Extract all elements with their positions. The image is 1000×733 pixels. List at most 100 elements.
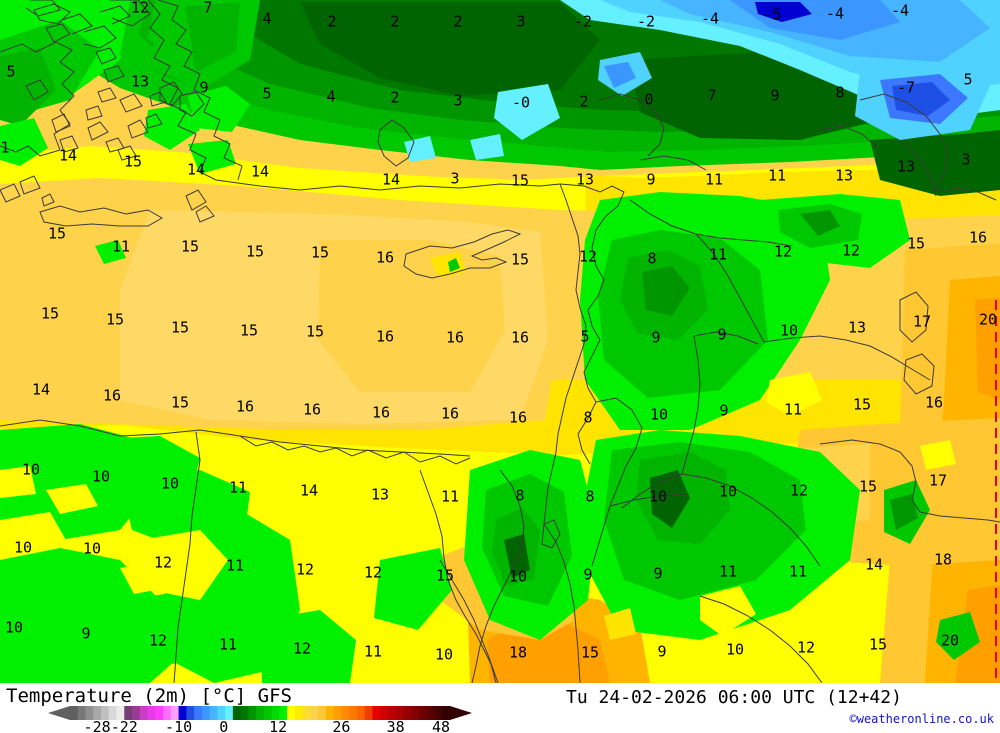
temperature-label: 10	[650, 406, 668, 424]
temperature-label: -0	[512, 94, 530, 112]
temperature-label: 11	[364, 643, 382, 661]
temperature-label: 12	[293, 640, 311, 658]
temperature-label: 14	[32, 381, 50, 399]
color-scale-swatch	[418, 706, 428, 720]
color-scale-swatch	[116, 706, 125, 720]
temperature-label: 14	[382, 171, 400, 189]
color-scale-right-arrow	[450, 706, 472, 720]
temperature-label: 15	[436, 567, 454, 585]
temperature-label: 2	[579, 93, 588, 111]
color-scale-tick: 38	[387, 718, 405, 733]
color-scale-swatch	[201, 706, 210, 720]
temperature-label: 15	[311, 244, 329, 262]
temperature-label: 16	[925, 394, 943, 412]
temperature-label: 13	[897, 158, 915, 176]
temperature-label: 5	[580, 328, 589, 346]
temperature-map[interactable]: 12 7 4 2 2 2 3 -2 -2 -4 -5 -4 -4 5 13 9 5 4 2 3 -0 2 0 7 9 8 -7 5 1 1…	[0, 0, 1000, 683]
temperature-label: 4	[326, 88, 335, 106]
color-scale-swatch	[225, 706, 234, 720]
temperature-label: 12	[296, 561, 314, 579]
copyright-notice: ©weatheronline.co.uk	[849, 712, 995, 726]
temperature-label: 3	[961, 151, 970, 169]
temperature-label: -2	[637, 13, 655, 31]
temperature-label: 15	[240, 322, 258, 340]
temperature-label: 12	[842, 242, 860, 260]
temperature-label: 5	[262, 85, 271, 103]
color-scale-swatch	[380, 706, 389, 720]
temperature-label: 12	[774, 243, 792, 261]
temperature-label: 9	[646, 171, 655, 189]
temperature-label: 1	[0, 139, 9, 157]
color-scale-tick-labels: -28 -22 -10 0 12 26 38 48	[84, 718, 450, 733]
temperature-label: 9	[653, 565, 662, 583]
color-scale-swatch	[271, 706, 280, 720]
coastline-layer	[0, 0, 1000, 683]
temperature-label: 11	[226, 557, 244, 575]
temperature-fill-layer	[0, 0, 1000, 683]
temperature-label: 11	[768, 167, 786, 185]
temperature-label: -4	[826, 5, 844, 23]
temperature-label: 9	[770, 87, 779, 105]
temperature-label: 15	[869, 636, 887, 654]
temperature-label: 9	[651, 329, 660, 347]
temperature-label: 17	[929, 472, 947, 490]
color-scale-tick: 26	[332, 718, 350, 733]
color-scale-swatches	[70, 706, 451, 720]
temperature-label: 5	[963, 71, 972, 89]
color-scale-swatch	[279, 706, 288, 720]
color-scale-swatch	[85, 706, 94, 720]
color-scale-swatch	[442, 706, 451, 720]
temperature-label: 15	[859, 478, 877, 496]
temperature-label: 4	[262, 10, 271, 28]
temperature-label: 11	[705, 171, 723, 189]
temperature-label: 10	[435, 646, 453, 664]
temperature-label: 16	[236, 398, 254, 416]
temperature-label: 10	[5, 619, 23, 637]
temperature-label: 18	[934, 551, 952, 569]
temperature-label: 11	[784, 401, 802, 419]
temperature-label: 8	[835, 84, 844, 102]
color-scale-swatch	[333, 706, 342, 720]
temperature-label: 15	[581, 644, 599, 662]
temperature-label: 9	[81, 625, 90, 643]
temperature-label: 3	[453, 92, 462, 110]
temperature-label: 10	[509, 568, 527, 586]
temperature-label: 11	[219, 636, 237, 654]
temperature-label: 15	[853, 396, 871, 414]
temperature-label: 9	[719, 402, 728, 420]
color-scale-legend[interactable]: -28 -22 -10 0 12 26 38 48	[22, 704, 482, 733]
color-scale-swatch	[155, 706, 164, 720]
color-scale-tick: -10	[165, 718, 192, 733]
temperature-label: 2	[390, 89, 399, 107]
color-scale-swatch	[302, 706, 311, 720]
color-scale-swatch	[139, 706, 148, 720]
temperature-label: 16	[441, 405, 459, 423]
color-scale-swatch	[294, 706, 304, 720]
temperature-label: 15	[181, 238, 199, 256]
color-scale-swatch	[209, 706, 218, 720]
temperature-label: 16	[446, 329, 464, 347]
temperature-label: 16	[376, 249, 394, 267]
color-scale-swatch	[248, 706, 257, 720]
color-scale-swatch	[194, 706, 203, 720]
color-scale-swatch	[364, 706, 373, 720]
temperature-label: 14	[865, 556, 883, 574]
temperature-label: 12	[154, 554, 172, 572]
color-scale-swatch	[186, 706, 195, 720]
color-scale-svg: -28 -22 -10 0 12 26 38 48	[48, 706, 472, 733]
temperature-label: 13	[371, 486, 389, 504]
temperature-label: 16	[303, 401, 321, 419]
color-scale-swatch	[310, 706, 319, 720]
temperature-label: 16	[511, 329, 529, 347]
model-run-info: Tu 24-02-2026 06:00 UTC (12+42)	[566, 687, 902, 708]
temperature-label: 10	[22, 461, 40, 479]
temperature-label: 15	[106, 311, 124, 329]
color-scale-left-arrow	[48, 706, 70, 720]
temperature-label: 14	[187, 161, 205, 179]
color-scale-tick: -22	[111, 718, 138, 733]
temperature-label: 15	[511, 172, 529, 190]
temperature-label: 11	[719, 563, 737, 581]
temperature-label: -7	[897, 79, 915, 97]
temperature-label: 15	[124, 153, 142, 171]
